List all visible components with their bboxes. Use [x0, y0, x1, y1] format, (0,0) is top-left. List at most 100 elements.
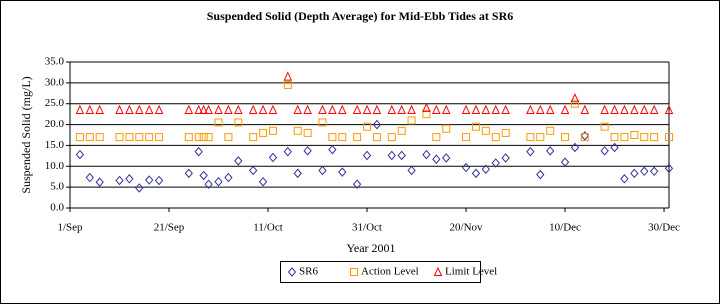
y-tick-label: 15.0	[45, 139, 65, 151]
data-point	[600, 146, 609, 156]
data-point	[422, 102, 431, 112]
data-point	[501, 128, 510, 137]
x-tick-label: 31/Oct	[352, 222, 382, 234]
data-point	[194, 133, 203, 142]
data-point	[630, 104, 639, 114]
y-tick-label: 10.0	[45, 160, 65, 172]
data-point	[125, 104, 134, 114]
data-point	[249, 133, 258, 142]
data-point	[283, 71, 293, 81]
data-point	[665, 133, 673, 142]
data-point	[441, 104, 451, 114]
data-point	[184, 168, 193, 179]
data-point	[155, 133, 164, 142]
data-point	[471, 104, 481, 114]
data-point	[249, 165, 258, 176]
data-point	[407, 165, 416, 176]
data-point	[248, 104, 258, 114]
data-point	[630, 168, 639, 179]
data-point	[328, 144, 337, 155]
data-point	[199, 170, 208, 181]
data-point	[442, 124, 451, 133]
data-point	[362, 150, 372, 161]
data-point	[258, 176, 268, 187]
x-tick-label: 10/Dec	[549, 222, 581, 234]
data-point	[328, 104, 337, 114]
data-point	[580, 104, 590, 114]
data-point	[561, 133, 570, 142]
data-point	[620, 133, 629, 142]
data-point	[610, 142, 619, 153]
data-point	[442, 153, 451, 163]
data-point	[85, 172, 94, 183]
data-point	[407, 104, 416, 114]
data-point	[610, 104, 619, 114]
data-point	[75, 149, 85, 160]
y-tick-label: 25.0	[45, 97, 65, 109]
data-point	[338, 133, 347, 142]
data-point	[620, 174, 629, 184]
data-point	[293, 104, 303, 114]
data-point	[501, 104, 510, 114]
legend-label: Limit Level	[445, 266, 497, 278]
data-point	[372, 119, 382, 130]
data-point	[115, 104, 124, 114]
data-point	[620, 104, 629, 114]
data-point	[491, 133, 500, 142]
legend-marker	[287, 267, 297, 277]
x-tick-label: 1/Sep	[57, 222, 83, 234]
data-point	[214, 118, 223, 127]
data-point	[85, 104, 95, 114]
data-point	[649, 166, 659, 177]
data-point	[303, 128, 312, 137]
x-tick-label: 21/Sep	[154, 222, 185, 234]
data-point	[85, 133, 94, 142]
data-point	[372, 133, 381, 142]
data-point	[630, 131, 639, 139]
data-point	[268, 152, 278, 163]
data-point	[600, 104, 609, 114]
data-point	[432, 154, 441, 164]
data-point	[95, 133, 104, 142]
data-point	[560, 157, 570, 167]
data-point	[352, 179, 362, 189]
data-point	[462, 133, 471, 142]
data-point	[234, 156, 243, 166]
data-point	[546, 146, 555, 156]
data-point	[144, 104, 154, 114]
data-point	[481, 164, 490, 174]
x-axis-title: Year 2001	[346, 241, 395, 255]
data-point	[536, 169, 545, 180]
data-point	[501, 153, 510, 163]
data-point	[125, 174, 134, 184]
data-point	[649, 104, 659, 114]
x-tick-label: 11/Oct	[253, 222, 283, 234]
data-point	[471, 168, 481, 179]
data-point	[318, 165, 327, 176]
data-point	[397, 150, 406, 161]
y-tick-label: 5.0	[50, 181, 64, 193]
data-point	[204, 133, 213, 142]
data-point	[125, 133, 134, 142]
data-point	[224, 104, 233, 114]
data-point	[352, 104, 362, 114]
data-point	[600, 122, 609, 131]
data-point	[362, 104, 372, 114]
data-point	[135, 104, 144, 114]
y-tick-label: 35.0	[45, 56, 65, 68]
data-point	[214, 176, 223, 187]
data-point	[580, 131, 590, 141]
data-point	[387, 150, 396, 161]
legend-marker	[350, 268, 358, 276]
data-point	[422, 110, 431, 119]
data-point	[536, 104, 545, 114]
data-point	[75, 104, 85, 114]
data-point	[283, 80, 292, 89]
legend-marker	[433, 266, 443, 276]
data-point	[154, 175, 164, 186]
data-point	[432, 133, 441, 142]
data-point	[640, 166, 649, 177]
data-point	[95, 104, 104, 114]
data-point	[145, 133, 154, 142]
